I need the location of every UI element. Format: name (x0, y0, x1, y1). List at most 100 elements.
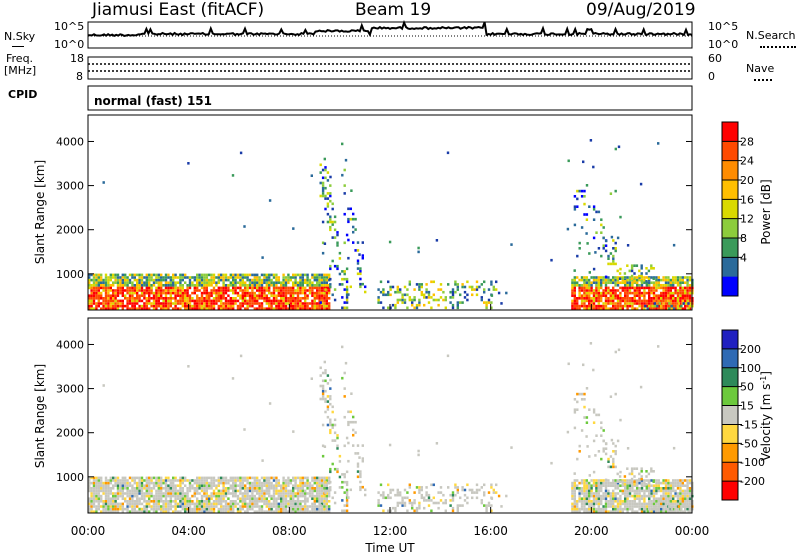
velocity-cell (571, 489, 574, 493)
power-cell (650, 264, 653, 267)
power-cell (100, 297, 103, 300)
velocity-cell (140, 492, 144, 495)
power-cell (167, 273, 170, 277)
velocity-cell (191, 500, 194, 503)
power-speck (602, 236, 605, 240)
power-cell (630, 264, 634, 267)
power-speck (446, 151, 450, 155)
velocity-cell (619, 510, 622, 513)
velocity-cell (430, 483, 433, 487)
colorbar-swatch (722, 238, 738, 258)
velocity-cell (306, 481, 309, 485)
velocity-cell (681, 500, 684, 503)
power-cell (636, 284, 639, 287)
power-cell (145, 299, 148, 303)
power-cell (604, 304, 608, 308)
power-cell (628, 269, 631, 273)
velocity-cell (595, 502, 598, 506)
velocity-cell (224, 507, 228, 511)
power-cell (140, 299, 144, 303)
power-cell (600, 284, 603, 287)
x-axis-ticks: 00:00 04:00 08:00 12:00 16:00 20:00 00:00 (71, 524, 710, 538)
velocity-cell (669, 481, 672, 485)
velocity-cell (275, 510, 278, 513)
power-cell (157, 273, 160, 277)
power-cell (500, 302, 503, 305)
power-cell (251, 278, 254, 282)
power-cell (597, 276, 600, 279)
velocity-cell (193, 481, 196, 485)
power-cell (655, 302, 658, 305)
power-cell (614, 304, 617, 308)
velocity-cell (614, 452, 617, 456)
velocity-cell (140, 487, 144, 490)
power-cell (597, 278, 600, 282)
power-cell (580, 226, 584, 229)
velocity-cell (318, 489, 321, 493)
power-cell (172, 281, 175, 284)
velocity-cell (277, 510, 280, 513)
power-cell (102, 297, 105, 300)
power-cell (272, 294, 276, 297)
power-cell (100, 278, 103, 282)
power-cell (341, 270, 344, 273)
power-cell (131, 307, 134, 310)
power-cell (196, 299, 199, 303)
power-cell (662, 289, 665, 292)
velocity-cell (664, 481, 668, 485)
power-cell (217, 307, 220, 310)
velocity-cell (184, 494, 187, 498)
velocity-cell (124, 507, 127, 511)
velocity-cell (112, 510, 115, 513)
velocity-cell (104, 507, 108, 511)
power-cell (263, 299, 266, 303)
velocity-cell (246, 505, 249, 508)
power-cell (308, 289, 312, 292)
colorbar-swatch (722, 330, 738, 350)
power-cell (643, 291, 646, 295)
velocity-cell (621, 500, 624, 503)
velocity-cell (138, 510, 141, 513)
velocity-cell (155, 476, 158, 480)
velocity-cell (133, 502, 136, 506)
velocity-cell (583, 505, 586, 508)
power-cell (234, 276, 237, 279)
velocity-cell (200, 502, 204, 506)
power-cell (222, 284, 225, 287)
power-cell (174, 302, 177, 305)
power-cell (272, 289, 276, 292)
velocity-cell (260, 497, 264, 500)
velocity-cell (624, 500, 627, 503)
power-cell (174, 297, 177, 300)
power-cell (648, 294, 651, 297)
velocity-cell (672, 505, 675, 508)
velocity-cell (619, 500, 622, 503)
velocity-cell (208, 494, 211, 498)
power-cell (296, 299, 300, 303)
velocity-cell (324, 480, 327, 484)
power-speck (510, 243, 513, 246)
power-cell (126, 307, 129, 310)
velocity-cell (585, 489, 588, 493)
power-cell (612, 276, 615, 279)
power-cell (655, 294, 658, 297)
power-cell (280, 281, 283, 284)
power-cell (638, 299, 641, 303)
power-cell (580, 289, 584, 292)
power-cell (626, 291, 629, 295)
power-cell (480, 283, 483, 286)
velocity-cell (234, 476, 237, 480)
power-cell (198, 276, 201, 279)
velocity-cell (320, 494, 324, 498)
power-cell (104, 307, 108, 310)
velocity-cell (253, 505, 256, 508)
velocity-cell (107, 500, 110, 503)
velocity-cell (619, 494, 622, 498)
colorbar-tick-label: 50 (740, 381, 754, 394)
velocity-cell (107, 507, 110, 511)
velocity-cell (638, 479, 641, 482)
power-cell (179, 289, 182, 292)
velocity-cell (667, 500, 670, 503)
velocity-cell (640, 502, 644, 506)
power-cell (356, 272, 360, 276)
